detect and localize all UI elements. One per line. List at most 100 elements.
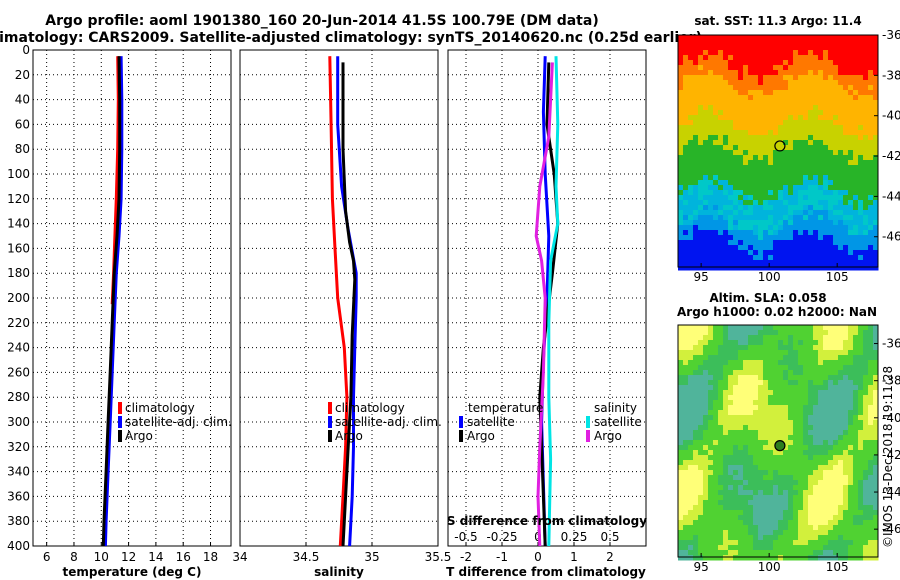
map-cell	[808, 70, 814, 76]
map-cell	[848, 215, 854, 221]
map-cell	[778, 85, 784, 91]
map-cell	[848, 460, 854, 466]
map-cell	[748, 425, 754, 431]
map-cell	[838, 255, 844, 261]
map-cell	[703, 85, 709, 91]
map-cell	[833, 335, 839, 341]
map-cell	[788, 485, 794, 491]
map-cell	[828, 510, 834, 516]
map-cell	[678, 40, 684, 46]
map-cell	[783, 205, 789, 211]
map-cell	[753, 505, 759, 511]
map-cell	[703, 215, 709, 221]
map-cell	[873, 335, 879, 341]
map-cell	[853, 240, 859, 246]
map-cell	[713, 490, 719, 496]
map-cell	[843, 240, 849, 246]
map-cell	[858, 145, 864, 151]
map-cell	[838, 180, 844, 186]
map-cell	[778, 490, 784, 496]
map-cell	[788, 150, 794, 156]
map-cell	[868, 475, 874, 481]
map-cell	[713, 535, 719, 541]
map-cell	[698, 380, 704, 386]
map-cell	[678, 490, 684, 496]
map-cell	[768, 175, 774, 181]
map-cell	[713, 425, 719, 431]
map-cell	[793, 360, 799, 366]
map-cell	[833, 555, 839, 561]
map-cell	[783, 550, 789, 556]
map-cell	[863, 505, 869, 511]
map-cell	[688, 235, 694, 241]
map-cell	[753, 230, 759, 236]
map-cell	[838, 240, 844, 246]
map-cell	[743, 425, 749, 431]
map-cell	[738, 90, 744, 96]
map-cell	[833, 150, 839, 156]
map-cell	[828, 370, 834, 376]
map-cell	[788, 445, 794, 451]
map-cell	[808, 45, 814, 51]
map-cell	[773, 505, 779, 511]
map-cell	[848, 395, 854, 401]
map-cell	[828, 415, 834, 421]
map-cell	[688, 385, 694, 391]
map-cell	[768, 135, 774, 141]
map-cell	[793, 50, 799, 56]
map-cell	[863, 70, 869, 76]
map-cell	[738, 455, 744, 461]
map-cell	[838, 195, 844, 201]
map-cell	[828, 520, 834, 526]
map-cell	[808, 330, 814, 336]
map-cell	[718, 250, 724, 256]
map-cell	[678, 340, 684, 346]
map-cell	[698, 200, 704, 206]
map-cell	[733, 150, 739, 156]
map-cell	[733, 105, 739, 111]
map-cell	[678, 240, 684, 246]
map-cell	[763, 345, 769, 351]
legend-argo: Argo	[335, 429, 363, 443]
map-cell	[828, 250, 834, 256]
map-cell	[843, 530, 849, 536]
map-cell	[738, 125, 744, 131]
map-cell	[698, 400, 704, 406]
map-cell	[803, 370, 809, 376]
map-cell	[688, 55, 694, 61]
map-cell	[683, 115, 689, 121]
map-cell	[728, 145, 734, 151]
map-cell	[698, 125, 704, 131]
map-cell	[853, 380, 859, 386]
map-cell	[773, 60, 779, 66]
map-cell	[688, 150, 694, 156]
map-cell	[793, 440, 799, 446]
map-cell	[713, 80, 719, 86]
map-cell	[823, 505, 829, 511]
map-cell	[858, 430, 864, 436]
map-cell	[703, 75, 709, 81]
map-cell	[748, 330, 754, 336]
map-cell	[758, 55, 764, 61]
map-cell	[778, 65, 784, 71]
map-cell	[688, 525, 694, 531]
map-cell	[758, 190, 764, 196]
map-cell	[698, 470, 704, 476]
map-cell	[733, 340, 739, 346]
map-cell	[758, 445, 764, 451]
map-cell	[748, 125, 754, 131]
map-cell	[833, 90, 839, 96]
map-cell	[763, 200, 769, 206]
map-cell	[753, 205, 759, 211]
map-cell	[793, 510, 799, 516]
map-cell	[873, 165, 879, 171]
map-cell	[868, 505, 874, 511]
map-cell	[843, 425, 849, 431]
map-cell	[758, 185, 764, 191]
map-cell	[738, 470, 744, 476]
map-cell	[758, 540, 764, 546]
map-cell	[828, 455, 834, 461]
map-cell	[763, 90, 769, 96]
map-cell	[778, 105, 784, 111]
